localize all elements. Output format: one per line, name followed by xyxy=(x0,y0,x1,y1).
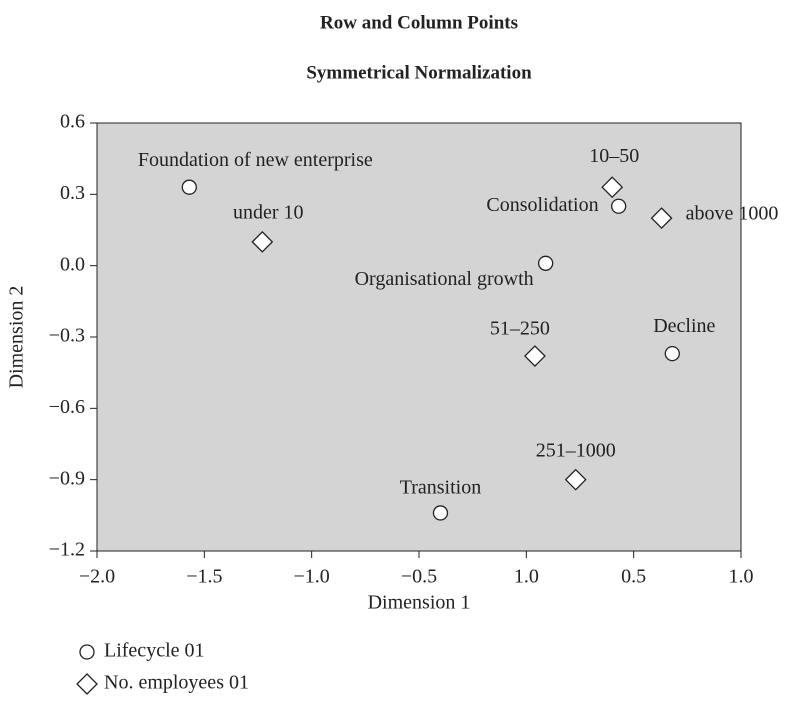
plot-area xyxy=(96,122,742,552)
point-label: Transition xyxy=(400,477,482,499)
y-tick-label: −0.3 xyxy=(49,325,85,347)
point xyxy=(650,207,673,230)
point-label: under 10 xyxy=(233,201,304,223)
legend-label: Lifecycle 01 xyxy=(104,640,205,662)
x-tick-label: 1.0 xyxy=(514,566,539,588)
y-tick-label: 0.3 xyxy=(60,182,85,204)
chart-subtitle: Symmetrical Normalization xyxy=(306,62,532,83)
y-tick-label: −0.9 xyxy=(49,467,85,489)
x-tick-label: 1.0 xyxy=(729,566,754,588)
point-label: Decline xyxy=(653,315,715,337)
y-tick-label: 0.0 xyxy=(60,253,85,275)
x-tick-label: −2.0 xyxy=(79,566,115,588)
point xyxy=(538,255,554,271)
x-tick-label: 0.5 xyxy=(621,566,646,588)
y-tick-label: −0.6 xyxy=(49,396,85,418)
chart-title: Row and Column Points xyxy=(320,12,518,33)
point-label: 51–250 xyxy=(490,318,550,340)
x-tick-label: −1.0 xyxy=(294,566,330,588)
point xyxy=(181,179,197,195)
y-tick-label: −1.2 xyxy=(49,539,85,561)
x-tick-label: −1.5 xyxy=(186,566,222,588)
point xyxy=(564,468,587,491)
point xyxy=(610,198,627,214)
legend-marker xyxy=(76,673,98,695)
point xyxy=(664,345,680,362)
legend-label: No. employees 01 xyxy=(104,672,249,694)
point-label: 10–50 xyxy=(589,145,639,167)
legend-marker xyxy=(79,644,95,660)
point xyxy=(524,345,546,367)
point xyxy=(251,230,274,253)
point xyxy=(601,176,624,199)
point-label: Organisational growth xyxy=(355,268,534,290)
x-tick-label: −0.5 xyxy=(401,566,437,588)
point xyxy=(432,505,449,521)
y-tick-label: 0.6 xyxy=(60,111,85,133)
point-label: 251–1000 xyxy=(536,439,616,461)
point-label: Consolidation xyxy=(486,194,598,216)
x-axis-label: Dimension 1 xyxy=(368,592,471,614)
point-label: above 1000 xyxy=(686,203,779,225)
y-axis-label: Dimension 2 xyxy=(6,286,28,389)
point-label: Foundation of new enterprise xyxy=(138,149,373,171)
